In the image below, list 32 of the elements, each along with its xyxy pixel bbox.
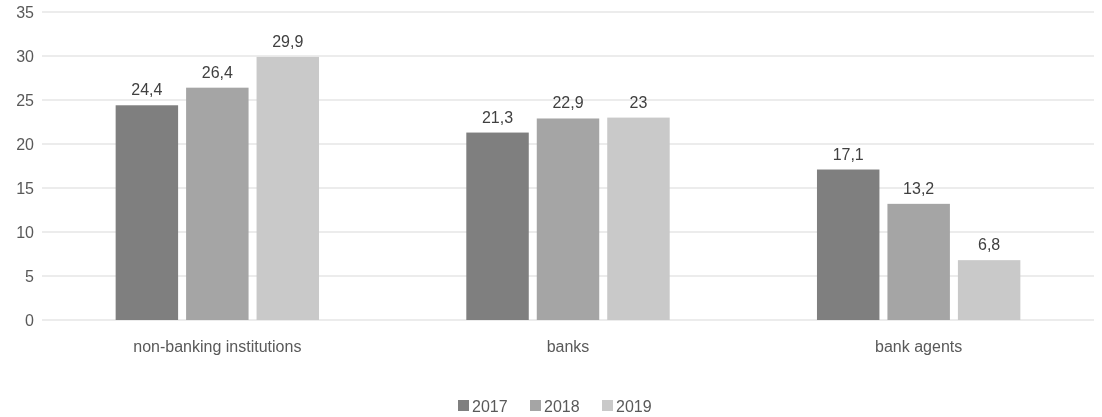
y-tick-label: 20 <box>16 135 35 153</box>
bar <box>816 169 880 320</box>
bar <box>115 105 179 320</box>
y-tick-label: 15 <box>16 179 35 197</box>
data-label: 13,2 <box>903 179 935 197</box>
bar <box>536 118 600 320</box>
bar <box>887 203 950 320</box>
x-tick-label: banks <box>546 338 590 355</box>
bar <box>957 260 1021 320</box>
legend-label: 2017 <box>472 397 508 415</box>
y-tick-label: 10 <box>16 223 35 241</box>
bar <box>186 87 249 320</box>
data-label: 24,4 <box>131 81 163 99</box>
data-label: 23 <box>629 93 648 111</box>
data-label: 17,1 <box>832 145 864 163</box>
y-tick-label: 30 <box>16 47 35 65</box>
y-tick-label: 0 <box>25 311 35 329</box>
x-tick-label: non-banking institutions <box>133 338 302 355</box>
data-label: 29,9 <box>272 32 304 50</box>
y-tick-label: 5 <box>25 267 35 285</box>
data-label: 22,9 <box>552 94 584 112</box>
y-tick-label: 35 <box>16 3 35 21</box>
data-label: 6,8 <box>978 236 1001 254</box>
legend-label: 2019 <box>616 397 652 415</box>
y-tick-label: 25 <box>16 91 35 109</box>
data-label: 26,4 <box>201 63 234 81</box>
legend-label: 2018 <box>544 397 580 415</box>
x-tick-label: bank agents <box>875 338 963 355</box>
bar <box>256 56 320 320</box>
data-label: 21,3 <box>481 108 514 126</box>
bar <box>607 117 670 320</box>
bar <box>466 132 529 320</box>
